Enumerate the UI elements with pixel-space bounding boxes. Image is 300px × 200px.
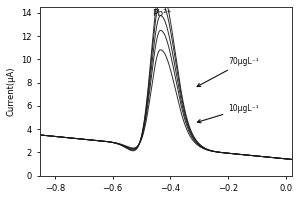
Text: 10μgL⁻¹: 10μgL⁻¹ [197,104,259,123]
Y-axis label: Current(μA): Current(μA) [7,67,16,116]
Text: 70μgL⁻¹: 70μgL⁻¹ [197,57,259,87]
Text: Pb²⁺: Pb²⁺ [152,9,172,18]
